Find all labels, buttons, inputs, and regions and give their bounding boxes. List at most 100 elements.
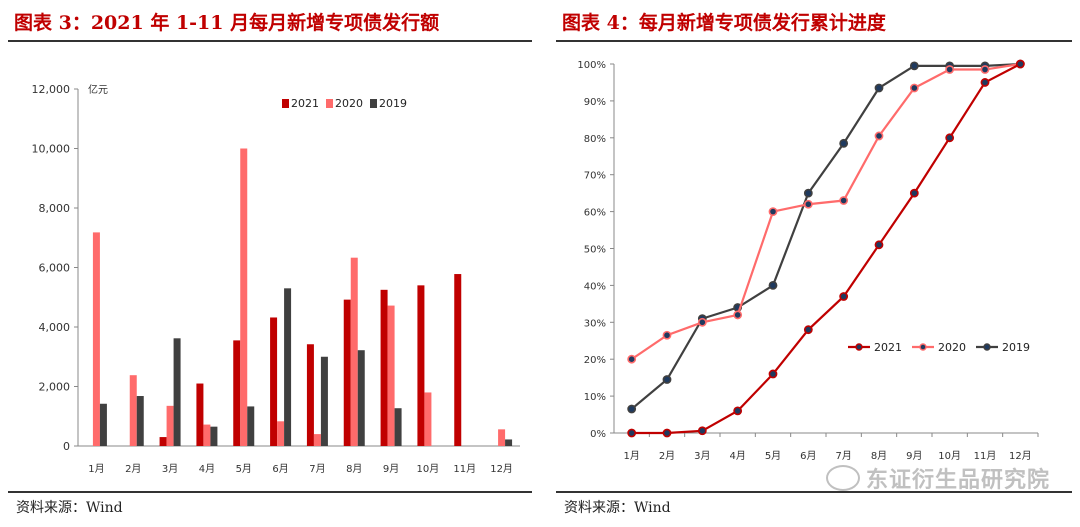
bar-2019-5 — [247, 406, 255, 446]
point-2019-5 — [768, 280, 778, 290]
point-2020-4 — [733, 310, 743, 320]
y-tick-label: 90% — [584, 97, 606, 108]
x-tick-label: 12月 — [490, 463, 513, 475]
bar-2019-12 — [505, 439, 513, 446]
bar-2021-3 — [159, 437, 167, 446]
y-tick-label: 50% — [584, 245, 606, 256]
bar-2021-8 — [343, 299, 351, 446]
legend-swatch — [370, 99, 377, 108]
bar-2020-4 — [203, 424, 211, 446]
bar-2020-7 — [313, 434, 321, 446]
x-tick-label: 4月 — [199, 463, 215, 475]
x-tick-label: 2月 — [659, 450, 675, 462]
bar-chart: 0 2,000 4,000 6,000 8,000 10,000 12,000 亿元 1月 2月 3… — [32, 83, 520, 475]
legend-item-2021: 2021 — [282, 97, 319, 110]
x-tick-label: 3月 — [694, 450, 710, 462]
y-tick-label: 8,000 — [39, 202, 71, 215]
y-tick-label: 2,000 — [39, 381, 71, 394]
y-tick-label: 4,000 — [39, 321, 71, 334]
point-2020-5 — [768, 207, 778, 216]
x-tick-label: 11月 — [453, 463, 476, 475]
legend-swatch — [326, 99, 333, 108]
bar-2019-8 — [357, 350, 365, 446]
y-tick-label: 30% — [584, 318, 606, 329]
source-note: 资料来源：Wind — [16, 500, 123, 516]
point-2020-1 — [627, 354, 637, 364]
bar-2020-10 — [424, 392, 432, 446]
point-2019-8 — [874, 83, 884, 93]
legend-label: 2020 — [335, 97, 363, 110]
bar-2021-5 — [233, 340, 241, 446]
x-tick-label: 9月 — [906, 450, 922, 462]
legend-item-2020: 2020 — [326, 97, 363, 110]
y-tick-label: 10% — [584, 392, 606, 403]
x-tick-label: 3月 — [162, 463, 178, 475]
legend-marker — [855, 343, 863, 351]
point-2020-6 — [803, 199, 813, 209]
line-chart: 0% 10% 20% 30% 40% 50% 60% 70% 80% 90% 100% 1月 2月 3月 4… — [577, 59, 1039, 462]
wechat-icon — [825, 465, 860, 491]
bar-2019-7 — [320, 356, 328, 446]
legend-item-2020: 2020 — [912, 341, 966, 354]
bar-2021-4 — [196, 383, 204, 446]
line-chart-title: 图表 4：每月新增专项债发行累计进度 — [562, 12, 886, 34]
point-2020-11 — [980, 65, 990, 74]
x-tick-label: 7月 — [835, 450, 851, 462]
x-tick-label: 6月 — [800, 450, 816, 462]
title-divider — [556, 40, 1072, 42]
y-tick-label: 0 — [63, 440, 70, 453]
unit-label: 亿元 — [88, 83, 108, 96]
point-2020-2 — [662, 330, 672, 340]
point-2020-3 — [697, 317, 707, 327]
bar-2020-1 — [92, 232, 100, 446]
legend-label: 2019 — [379, 97, 407, 110]
source-divider — [8, 491, 532, 493]
x-tick-label: 11月 — [974, 450, 997, 462]
title-divider — [8, 40, 532, 42]
bar-chart-panel: 图表 3：2021 年 1-11 月每月新增专项债发行额 0 2,000 4,000… — [8, 12, 532, 516]
y-tick-label: 70% — [584, 171, 606, 182]
x-tick-label: 12月 — [1009, 450, 1032, 462]
y-tick-label: 100% — [577, 60, 606, 71]
legend-swatch — [282, 99, 289, 108]
x-tick-label: 10月 — [417, 463, 440, 475]
bar-2021-6 — [270, 317, 278, 446]
x-tick-label: 7月 — [309, 463, 325, 475]
bar-chart-title: 图表 3：2021 年 1-11 月每月新增专项债发行额 — [14, 12, 440, 34]
y-tick-label: 12,000 — [32, 83, 71, 96]
point-2021-5 — [768, 369, 778, 379]
bar-2020-6 — [277, 421, 285, 446]
bar-2020-2 — [129, 375, 137, 446]
series-line-2020 — [631, 62, 1021, 361]
legend-item-2019: 2019 — [370, 97, 407, 110]
bar-2019-9 — [394, 408, 402, 446]
bar-2021-9 — [380, 289, 388, 446]
x-tick-label: 4月 — [729, 450, 745, 462]
point-2020-8 — [874, 131, 884, 141]
point-2021-2 — [662, 428, 672, 438]
point-2020-7 — [839, 196, 849, 205]
point-2020-9 — [909, 83, 919, 93]
point-2021-11 — [980, 78, 990, 87]
point-2021-9 — [909, 188, 919, 198]
point-2021-10 — [945, 133, 955, 143]
x-tick-label: 6月 — [272, 463, 288, 475]
legend-item-2019: 2019 — [976, 341, 1030, 354]
x-tick-label: 10月 — [938, 450, 961, 462]
bar-2019-6 — [284, 288, 292, 446]
point-2019-6 — [803, 188, 813, 198]
point-2021-4 — [733, 406, 743, 416]
bar-2021-11 — [454, 274, 462, 446]
bar-2020-8 — [350, 257, 358, 446]
bar-2020-9 — [387, 305, 395, 446]
x-tick-label: 5月 — [765, 450, 781, 462]
bar-2021-10 — [417, 285, 425, 446]
bar-2019-1 — [99, 403, 107, 446]
y-tick-label: 40% — [584, 281, 606, 292]
bar-2019-4 — [210, 426, 218, 446]
point-2021-8 — [874, 240, 884, 250]
bar-2020-12 — [498, 429, 506, 446]
source-note: 资料来源：Wind — [564, 500, 671, 516]
line-chart-panel: 图表 4：每月新增专项债发行累计进度 0% 10% 20% 30% 40% 50% 60% 7… — [548, 0, 1080, 527]
y-tick-label: 20% — [584, 355, 606, 366]
